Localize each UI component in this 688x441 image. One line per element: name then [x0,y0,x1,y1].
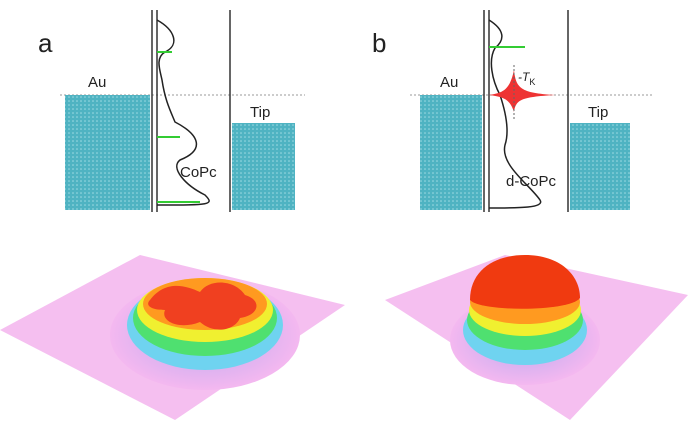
tip-label: Tip [588,104,608,121]
tip-label: Tip [250,104,270,121]
sample-label: Au [88,74,106,91]
topography-b [385,255,688,420]
panel-label: b [372,28,386,58]
tip-electrode [232,123,295,210]
molecule-label: d-CoPc [506,173,557,190]
tip-electrode [570,123,630,210]
topography-a [0,255,345,420]
kondo-label: -TK [518,70,535,87]
au-electrode [65,95,150,210]
panel-b: b Au Tip d-CoPc -TK [372,10,652,212]
molecule-label: CoPc [180,164,217,181]
figure: a Au Tip CoPc b Au Tip d-CoPc -TK [0,0,688,441]
panel-a: a Au Tip CoPc [38,10,305,212]
sample-label: Au [440,74,458,91]
au-electrode [420,95,482,210]
kondo-subscript: K [529,77,535,87]
panel-label: a [38,28,53,58]
